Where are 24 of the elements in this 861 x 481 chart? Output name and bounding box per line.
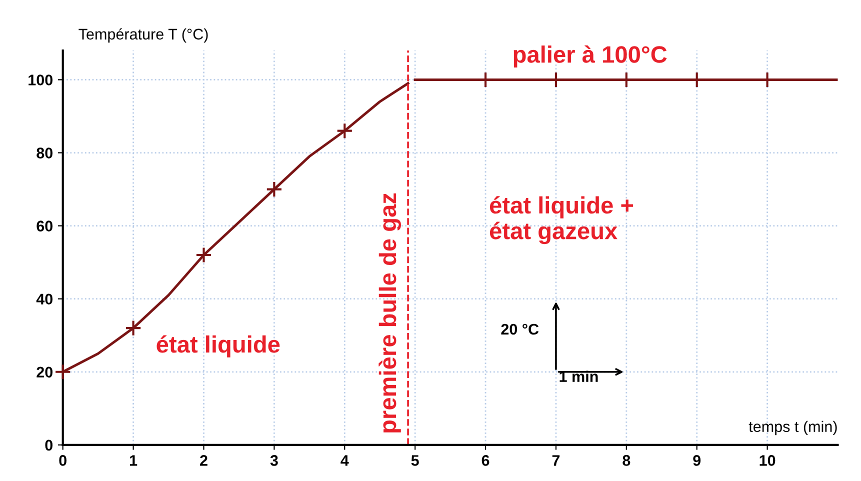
x-tick-label: 7	[552, 455, 560, 466]
ref-line-label: première bulle de gaz	[378, 193, 401, 432]
annotation: état liquide + état gazeux	[490, 196, 634, 244]
x-tick-label: 10	[760, 455, 776, 466]
annotation: 20 °C	[501, 324, 539, 335]
y-tick-label: 100	[28, 74, 53, 86]
annotation: état liquide	[156, 335, 280, 358]
x-tick-label: 1	[130, 455, 138, 466]
x-tick-label: 3	[270, 455, 278, 466]
y-axis-title: Température T (°C)	[78, 28, 208, 43]
y-tick-label: 80	[36, 148, 53, 158]
x-tick-label: 8	[622, 455, 630, 466]
x-tick-label: 2	[200, 455, 208, 466]
x-axis-title: temps t (min)	[748, 420, 837, 436]
x-tick-label: 0	[59, 455, 66, 466]
x-tick-label: 5	[411, 455, 419, 466]
annotation: palier à 100°C	[514, 45, 667, 68]
y-tick-label: 20	[36, 366, 53, 378]
x-tick-label: 6	[482, 455, 490, 466]
x-tick-label: 9	[693, 455, 701, 466]
y-tick-label: 0	[45, 440, 53, 451]
y-tick-label: 60	[36, 220, 53, 232]
y-tick-label: 40	[36, 294, 53, 305]
x-tick-label: 4	[340, 455, 349, 466]
